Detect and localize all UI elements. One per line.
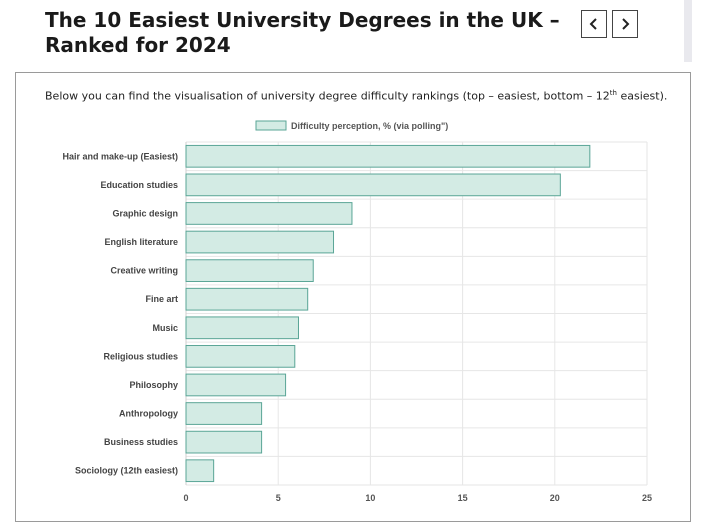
category-label: Philosophy [129,380,178,390]
bar [185,230,335,254]
chart-frame: Below you can find the visualisation of … [15,72,691,522]
bar [185,373,287,397]
bar [185,316,299,340]
bar [185,202,353,225]
bar-chart: 0 5 10 15 20 25 Hair and make-up (Easiest) Educ… [62,120,652,503]
x-tick-label: 0 [183,493,188,503]
x-tick-label: 10 [365,493,375,503]
category-label: Sociology (12th easiest) [75,466,178,476]
bar [185,173,561,197]
category-label: Music [152,323,178,333]
category-label: Religious studies [103,351,178,361]
legend-label: Difficulty perception, % (via polling") [291,121,448,131]
category-label: Fine art [145,294,178,304]
page-title: The 10 Easiest University Degrees in the… [45,8,560,57]
category-label: Education studies [100,180,178,190]
x-tick-label: 5 [276,493,281,503]
scrollbar[interactable] [684,0,692,62]
chevron-right-icon [622,18,630,30]
prev-button[interactable] [581,10,607,38]
x-tick-label: 25 [642,493,652,503]
bar [185,402,263,425]
bar [185,259,314,282]
bar [185,345,296,368]
x-tick-label: 20 [550,493,560,503]
category-label: Creative writing [110,266,178,276]
category-label: Business studies [104,437,178,447]
bar [185,144,591,168]
category-label: Anthropology [119,409,178,419]
next-button[interactable] [612,10,638,38]
x-tick-label: 15 [458,493,468,503]
category-label: English literature [104,237,178,247]
chevron-left-icon [589,18,597,30]
bar [185,287,309,311]
bar [185,430,263,454]
chart-description: Below you can find the visualisation of … [45,89,668,103]
bar [185,459,215,483]
category-label: Hair and make-up (Easiest) [62,151,178,161]
category-label: Graphic design [112,208,178,218]
legend-swatch [255,120,287,131]
